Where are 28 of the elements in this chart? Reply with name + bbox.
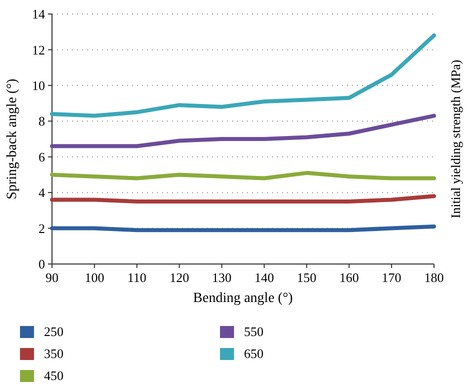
x-tick-label: 110 [127, 270, 146, 285]
line-series [50, 33, 436, 118]
line-series [50, 114, 436, 148]
x-tick-label: 140 [254, 270, 274, 285]
x-tick-label: 100 [84, 270, 104, 285]
y-axis-title: Spring-back angle (°) [5, 78, 20, 200]
legend-label: 250 [44, 324, 64, 339]
y-tick-label: 10 [32, 78, 45, 93]
legend-label: 650 [244, 346, 264, 361]
x-tick-label: 180 [424, 270, 444, 285]
y-tick-label: 0 [38, 256, 45, 272]
x-tick-label: 160 [339, 270, 359, 285]
legend-label: 350 [44, 346, 64, 361]
y-tick-label: 14 [32, 6, 46, 22]
y-tick-label: 4 [38, 185, 46, 200]
y-tick-label: 2 [38, 220, 45, 236]
text: Initial yielding strength (MPa) [448, 60, 463, 218]
y-tick-label: 8 [38, 114, 45, 129]
legend-label: 550 [244, 324, 264, 339]
legend-label: 450 [44, 368, 64, 383]
x-tick-label: 150 [296, 270, 316, 285]
x-tick-label: 120 [170, 270, 190, 285]
x-axis-title: Bending angle (°) [193, 291, 294, 306]
x-tick-label: 130 [212, 270, 232, 285]
x-tick-label: 170 [382, 270, 402, 285]
y-tick-label: 6 [38, 149, 46, 164]
y-tick-label: 12 [32, 42, 45, 58]
x-tick-label: 90 [46, 270, 58, 285]
